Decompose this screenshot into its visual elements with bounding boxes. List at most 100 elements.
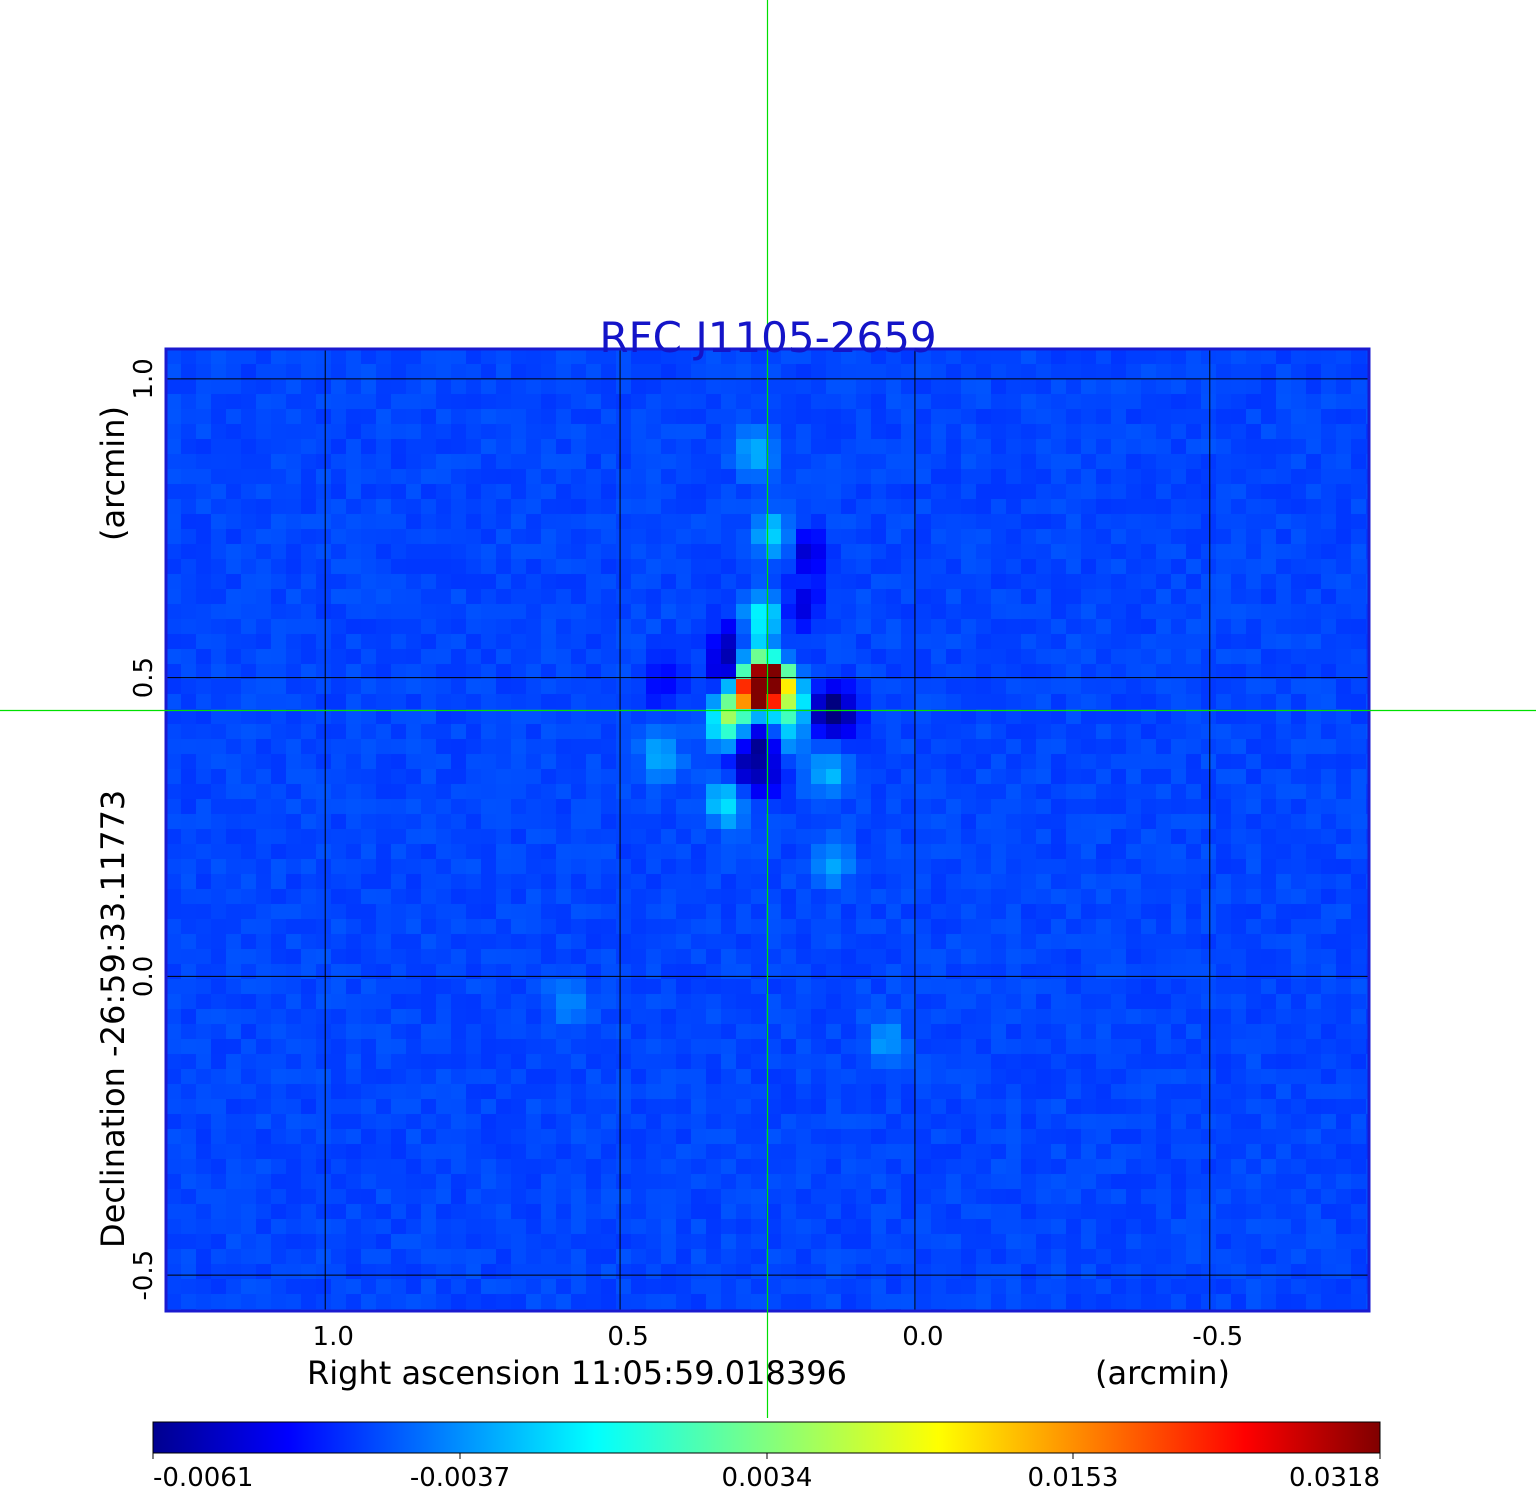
heatmap-cell bbox=[181, 1159, 196, 1174]
heatmap-cell bbox=[526, 1144, 541, 1159]
heatmap-cell bbox=[1276, 724, 1291, 739]
heatmap-cell bbox=[1021, 694, 1036, 709]
heatmap-cell bbox=[991, 409, 1006, 424]
heatmap-cell bbox=[1111, 484, 1126, 499]
heatmap-cell bbox=[466, 1069, 481, 1084]
heatmap-cell bbox=[211, 634, 226, 649]
heatmap-cell bbox=[1336, 619, 1351, 634]
heatmap-cell bbox=[496, 904, 511, 919]
heatmap-cell bbox=[826, 904, 841, 919]
heatmap-cell bbox=[541, 799, 556, 814]
heatmap-cell bbox=[691, 994, 706, 1009]
heatmap-cell bbox=[886, 694, 901, 709]
heatmap-cell bbox=[166, 754, 181, 769]
heatmap-cell bbox=[481, 379, 496, 394]
heatmap-cell bbox=[1066, 934, 1081, 949]
heatmap-cell bbox=[646, 1129, 661, 1144]
heatmap-cell bbox=[511, 709, 526, 724]
heatmap-cell bbox=[376, 559, 391, 574]
heatmap-cell bbox=[1276, 604, 1291, 619]
heatmap-cell bbox=[196, 364, 211, 379]
heatmap-cell bbox=[391, 1144, 406, 1159]
heatmap-cell bbox=[376, 1054, 391, 1069]
heatmap-cell bbox=[406, 844, 421, 859]
heatmap-cell bbox=[1291, 709, 1306, 724]
heatmap-cell bbox=[1246, 1204, 1261, 1219]
heatmap-cell bbox=[856, 559, 871, 574]
heatmap-cell bbox=[661, 394, 676, 409]
heatmap-cell bbox=[661, 679, 676, 694]
heatmap-cell bbox=[1036, 814, 1051, 829]
heatmap-cell bbox=[1171, 529, 1186, 544]
heatmap-cell bbox=[481, 1189, 496, 1204]
heatmap-cell bbox=[1291, 949, 1306, 964]
heatmap-cell bbox=[1186, 799, 1201, 814]
heatmap-cell bbox=[826, 994, 841, 1009]
heatmap-cell bbox=[1171, 754, 1186, 769]
heatmap-cell bbox=[1036, 979, 1051, 994]
heatmap-cell bbox=[721, 904, 736, 919]
heatmap-cell bbox=[481, 964, 496, 979]
heatmap-cell bbox=[721, 484, 736, 499]
heatmap-cell bbox=[1321, 889, 1336, 904]
heatmap-cell bbox=[1291, 664, 1306, 679]
heatmap-cell bbox=[1216, 499, 1231, 514]
heatmap-cell bbox=[706, 724, 721, 739]
heatmap-cell bbox=[991, 1114, 1006, 1129]
heatmap-cell bbox=[1096, 679, 1111, 694]
heatmap-cell bbox=[226, 544, 241, 559]
heatmap-cell bbox=[676, 964, 691, 979]
heatmap-cell bbox=[706, 424, 721, 439]
heatmap-cell bbox=[286, 1099, 301, 1114]
heatmap-cell bbox=[601, 604, 616, 619]
heatmap-cell bbox=[1036, 349, 1051, 364]
heatmap-cell bbox=[541, 994, 556, 1009]
heatmap-cell bbox=[331, 1039, 346, 1054]
heatmap-cell bbox=[1231, 1234, 1246, 1249]
heatmap-cell bbox=[661, 484, 676, 499]
heatmap-cell bbox=[1111, 499, 1126, 514]
heatmap-cell bbox=[976, 754, 991, 769]
heatmap-cell bbox=[556, 409, 571, 424]
heatmap-cell bbox=[946, 694, 961, 709]
heatmap-cell bbox=[901, 1189, 916, 1204]
heatmap-cell bbox=[736, 649, 751, 664]
heatmap-cell bbox=[1291, 964, 1306, 979]
heatmap-cell bbox=[1036, 694, 1051, 709]
heatmap-cell bbox=[181, 844, 196, 859]
heatmap-cell bbox=[1156, 874, 1171, 889]
heatmap-cell bbox=[511, 919, 526, 934]
heatmap-cell bbox=[331, 919, 346, 934]
heatmap-cell bbox=[1276, 739, 1291, 754]
heatmap-cell bbox=[1111, 934, 1126, 949]
heatmap-cell bbox=[1186, 469, 1201, 484]
heatmap-cell bbox=[301, 1129, 316, 1144]
heatmap-cell bbox=[376, 694, 391, 709]
heatmap-cell bbox=[1336, 754, 1351, 769]
heatmap-cell bbox=[601, 1174, 616, 1189]
heatmap-cell bbox=[166, 859, 181, 874]
heatmap-cell bbox=[226, 1054, 241, 1069]
heatmap-cell bbox=[1186, 1024, 1201, 1039]
heatmap-cell bbox=[961, 424, 976, 439]
heatmap-cell bbox=[676, 469, 691, 484]
heatmap-cell bbox=[946, 784, 961, 799]
heatmap-cell bbox=[631, 1219, 646, 1234]
heatmap-cell bbox=[196, 1129, 211, 1144]
heatmap-cell bbox=[211, 1249, 226, 1264]
heatmap-cell bbox=[1021, 529, 1036, 544]
heatmap-cell bbox=[376, 949, 391, 964]
heatmap-cell bbox=[916, 484, 931, 499]
heatmap-cell bbox=[556, 1189, 571, 1204]
heatmap-cell bbox=[226, 364, 241, 379]
heatmap-cell bbox=[451, 544, 466, 559]
heatmap-cell bbox=[481, 424, 496, 439]
heatmap-cell bbox=[511, 1204, 526, 1219]
heatmap-cell bbox=[1351, 1069, 1366, 1084]
heatmap-cell bbox=[676, 1069, 691, 1084]
heatmap-cell bbox=[331, 469, 346, 484]
heatmap-cell bbox=[556, 559, 571, 574]
heatmap-cell bbox=[886, 1009, 901, 1024]
heatmap-cell bbox=[661, 619, 676, 634]
